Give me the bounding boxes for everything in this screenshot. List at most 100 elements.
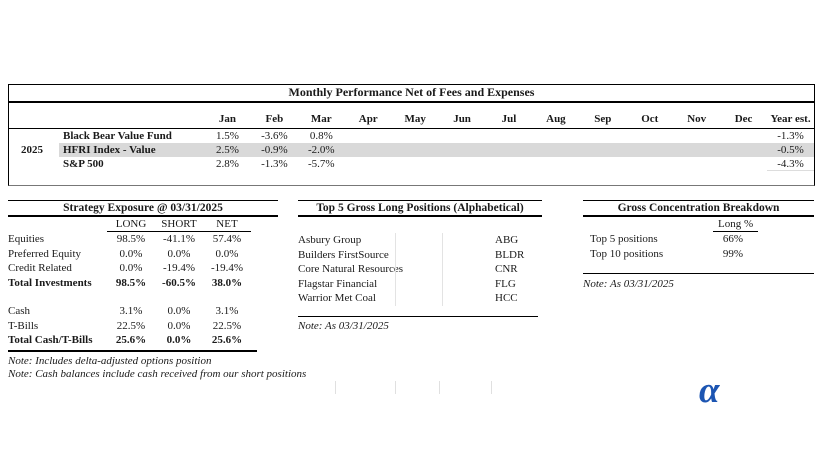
table-row-sp500: S&P 500 2.8% -1.3% -5.7% -4.3% (9, 157, 814, 171)
cell (532, 143, 580, 157)
cell-value: 66% (722, 233, 744, 245)
table-row-cash: Cash 3.1% 0.0% 3.1% (8, 304, 278, 319)
cell (720, 157, 767, 171)
top-positions-section: Top 5 Gross Long Positions (Alphabetical… (298, 200, 542, 394)
strategy-exposure-title: Strategy Exposure @ 03/31/2025 (8, 200, 278, 217)
row-label: Preferred Equity (8, 247, 81, 260)
monthly-performance-table: Monthly Performance Net of Fees and Expe… (8, 84, 815, 186)
concentration-section: Gross Concentration Breakdown Long % Top… (583, 200, 814, 292)
note-delta-adjusted: Note: Includes delta-adjusted options po… (8, 354, 212, 367)
column-header-long-pct: Long % (713, 217, 759, 232)
row-label: Top 5 positions (590, 233, 658, 245)
cell-net: -19.4% (210, 262, 244, 274)
faint-gridline (439, 381, 440, 394)
faint-gridline (442, 233, 443, 306)
cell-short: 0.0% (167, 319, 191, 332)
table-row-top5-positions: Top 5 positions 66% (583, 232, 814, 247)
row-label: Black Bear Value Fund (63, 130, 172, 142)
cell (345, 129, 392, 143)
cell (579, 157, 626, 171)
month-header: Aug (546, 113, 566, 125)
row-label: T-Bills (8, 319, 39, 332)
position-ticker: BLDR (495, 248, 525, 261)
note-as-of-date: Note: As 03/31/2025 (583, 278, 674, 290)
column-header-short: SHORT (161, 218, 197, 230)
faint-gridline (395, 381, 396, 394)
cell (391, 143, 439, 157)
table-row-total-cash-tbills: Total Cash/T-Bills 25.6% 0.0% 25.6% (8, 333, 278, 348)
strategy-exposure-section: Strategy Exposure @ 03/31/2025 LONG SHOR… (8, 200, 307, 382)
month-header-row: Jan Feb Mar Apr May Jun Jul Aug Sep Oct … (9, 103, 814, 129)
month-header: May (404, 113, 426, 125)
month-header: Nov (687, 113, 707, 125)
table-row-tbills: T-Bills 22.5% 0.0% 22.5% (8, 319, 278, 334)
note-as-of-date: Note: As 03/31/2025 (298, 319, 389, 332)
cell-short: -60.5% (162, 276, 196, 289)
row-label: S&P 500 (63, 158, 104, 170)
position-ticker: FLG (495, 277, 516, 290)
cell: -3.6% (261, 130, 288, 142)
position-name: Warrior Met Coal (298, 292, 376, 305)
cell: -0.9% (250, 143, 298, 157)
table-row-total-investments: Total Investments 98.5% -60.5% 38.0% (8, 276, 278, 291)
colhead-spacer (8, 217, 107, 232)
position-name: Builders FirstSource (298, 248, 389, 261)
row-label: HFRI Index - Value (59, 143, 204, 157)
cell (392, 129, 439, 143)
month-header: Dec (734, 113, 753, 125)
note-cash-balances: Note: Cash balances include cash receive… (8, 368, 307, 380)
cell (626, 143, 674, 157)
position-ticker: HCC (495, 292, 518, 305)
cell-long: 3.1% (119, 305, 143, 317)
cell-long: 25.6% (115, 334, 147, 346)
cell (720, 129, 767, 143)
cell (579, 129, 626, 143)
month-header-year-est: Year est. (770, 113, 811, 125)
cell: 2.8% (216, 158, 239, 170)
cell: 2.5% (204, 143, 251, 157)
table-row-credit-related: Credit Related 0.0% -19.4% -19.4% (8, 261, 278, 276)
cell: -1.3% (261, 158, 288, 170)
cell-long: 98.5% (116, 233, 146, 245)
cell (345, 157, 392, 171)
cell-long: 98.5% (115, 276, 147, 289)
month-header: Feb (265, 113, 284, 125)
list-item: Flagstar Financial FLG (298, 277, 542, 292)
position-ticker: CNR (495, 263, 518, 276)
cell (439, 157, 486, 171)
column-header-long: LONG (115, 218, 147, 230)
row-label: Equities (8, 233, 45, 245)
cell (673, 143, 721, 157)
cell (720, 143, 768, 157)
year-label: 2025 (21, 144, 43, 156)
faint-gridline (491, 381, 492, 394)
cell-net: 25.6% (211, 334, 243, 346)
total-rule (8, 349, 257, 352)
cell-net: 3.1% (215, 305, 239, 317)
top-positions-title: Top 5 Gross Long Positions (Alphabetical… (298, 200, 542, 217)
cell: -5.7% (308, 158, 335, 170)
faint-gridline (395, 233, 396, 306)
performance-table-title: Monthly Performance Net of Fees and Expe… (9, 85, 814, 103)
month-header: Jun (453, 113, 471, 125)
row-label: Cash (8, 305, 30, 317)
column-header-net: NET (216, 218, 238, 230)
cell (626, 157, 673, 171)
note-rule (298, 315, 538, 317)
cell (392, 157, 439, 171)
table-row-preferred-equity: Preferred Equity 0.0% 0.0% 0.0% (8, 247, 278, 262)
list-item: Asbury Group ABG (298, 233, 542, 248)
cell-net: 22.5% (212, 319, 242, 332)
cell-short: -19.4% (162, 262, 196, 274)
position-name: Core Natural Resources (298, 263, 404, 276)
concentration-column-header-row: Long % (583, 217, 814, 232)
cell-value: 99% (722, 247, 744, 260)
month-header: Apr (358, 113, 378, 125)
cell (438, 143, 486, 157)
cell: 1.5% (216, 130, 239, 142)
row-label: Credit Related (8, 262, 72, 274)
position-name: Flagstar Financial (298, 277, 378, 290)
cell (532, 157, 579, 171)
cell-long: 0.0% (119, 247, 143, 260)
